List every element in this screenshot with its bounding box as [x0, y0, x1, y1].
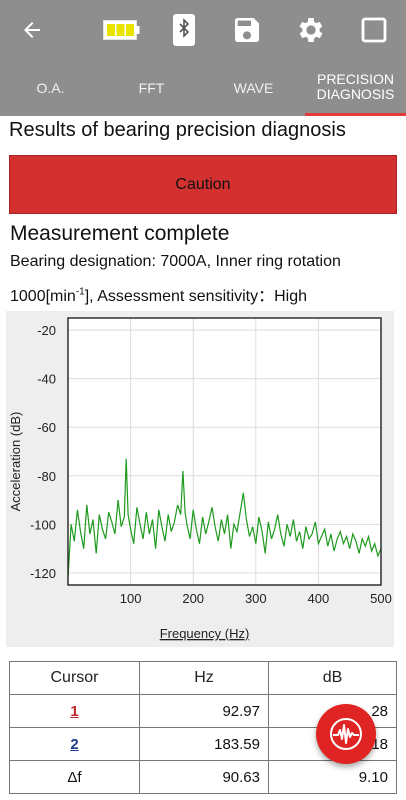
- hz-cell: 92.97: [139, 694, 269, 728]
- x-axis-label: Frequency (Hz): [160, 626, 250, 641]
- plot-frame: [67, 317, 382, 586]
- cursor-table: Cursor Hz dB 1 92.97 28 2 183.59 18 Δf 9…: [9, 661, 397, 794]
- table-row: Δf 90.63 9.10: [9, 760, 397, 794]
- speed-exponent: -1: [75, 286, 85, 298]
- diagnosis-fab[interactable]: [316, 704, 376, 764]
- tab-wave[interactable]: WAVE: [202, 60, 305, 116]
- speed-prefix: 1000[min: [10, 288, 76, 305]
- spectrum-line: [67, 458, 382, 578]
- y-tick-label: -20: [37, 323, 56, 338]
- tab-label: PRECISION DIAGNOSIS: [316, 70, 395, 102]
- battery-icon: [103, 20, 140, 40]
- save-button[interactable]: [225, 8, 269, 52]
- tab-oa[interactable]: O.A.: [0, 60, 101, 116]
- tab-bar: O.A. FFT WAVE PRECISION DIAGNOSIS: [0, 60, 406, 116]
- y-tick-label: -60: [37, 420, 56, 435]
- x-tick-label: 100: [120, 591, 142, 606]
- cursor-cell: 2: [9, 727, 140, 761]
- header-cursor: Cursor: [9, 661, 140, 695]
- fullscreen-button[interactable]: [352, 8, 396, 52]
- db-cell: 9.10: [268, 760, 397, 794]
- y-tick-label: -100: [30, 517, 56, 532]
- fft-chart-svg: 100 200 300 400 500 -20 -40 -60 -80 -100 -120 Frequ…: [8, 317, 392, 641]
- settings-button[interactable]: [289, 8, 333, 52]
- table-row: 2 183.59 18: [9, 727, 397, 761]
- hz-cell: 183.59: [139, 727, 269, 761]
- cursor-table-header: Cursor Hz dB: [9, 661, 397, 695]
- y-tick-label: -80: [37, 469, 56, 484]
- waveform-icon: [330, 718, 362, 750]
- tab-fft[interactable]: FFT: [101, 60, 202, 116]
- cursor-2-link[interactable]: 2: [70, 735, 79, 753]
- y-tick-label: -40: [37, 372, 56, 387]
- measurement-status: Measurement complete: [10, 222, 230, 245]
- cursor-cell: Δf: [9, 760, 140, 794]
- battery-indicator: [100, 8, 144, 52]
- fullscreen-icon: [361, 17, 387, 43]
- x-tick-label: 300: [245, 591, 267, 606]
- speed-suffix: ], Assessment sensitivity：High: [84, 288, 308, 305]
- fft-chart: 100 200 300 400 500 -20 -40 -60 -80 -100 -120 Frequ…: [6, 311, 394, 647]
- y-tick-label: -120: [30, 566, 56, 581]
- status-label: Caution: [175, 175, 231, 193]
- hz-cell: 90.63: [139, 760, 269, 794]
- x-tick-label: 500: [370, 591, 392, 606]
- plot-area: [68, 318, 381, 585]
- cursor-cell: 1: [9, 694, 140, 728]
- speed-sensitivity: 1000[min-1], Assessment sensitivity：High: [10, 282, 307, 306]
- header-hz: Hz: [139, 661, 269, 695]
- bearing-designation: Bearing designation: 7000A, Inner ring r…: [10, 253, 341, 270]
- save-icon: [235, 18, 259, 42]
- tab-label: FFT: [138, 79, 165, 96]
- cursor-1-link[interactable]: 1: [70, 702, 79, 720]
- x-tick-label: 400: [308, 591, 330, 606]
- back-arrow-icon: [24, 22, 40, 38]
- y-axis-label: Acceleration (dB): [8, 412, 23, 512]
- tab-precision-diagnosis[interactable]: PRECISION DIAGNOSIS: [305, 60, 406, 116]
- back-button[interactable]: [10, 8, 54, 52]
- tab-label: O.A.: [36, 79, 65, 96]
- results-title: Results of bearing precision diagnosis: [9, 119, 346, 141]
- status-banner: Caution: [9, 155, 397, 214]
- x-tick-label: 200: [182, 591, 204, 606]
- header-db: dB: [268, 661, 397, 695]
- bluetooth-icon: [173, 14, 195, 46]
- app-bar: [0, 0, 406, 60]
- gear-icon: [299, 18, 323, 42]
- bluetooth-button[interactable]: [162, 8, 206, 52]
- tab-label: WAVE: [233, 79, 274, 96]
